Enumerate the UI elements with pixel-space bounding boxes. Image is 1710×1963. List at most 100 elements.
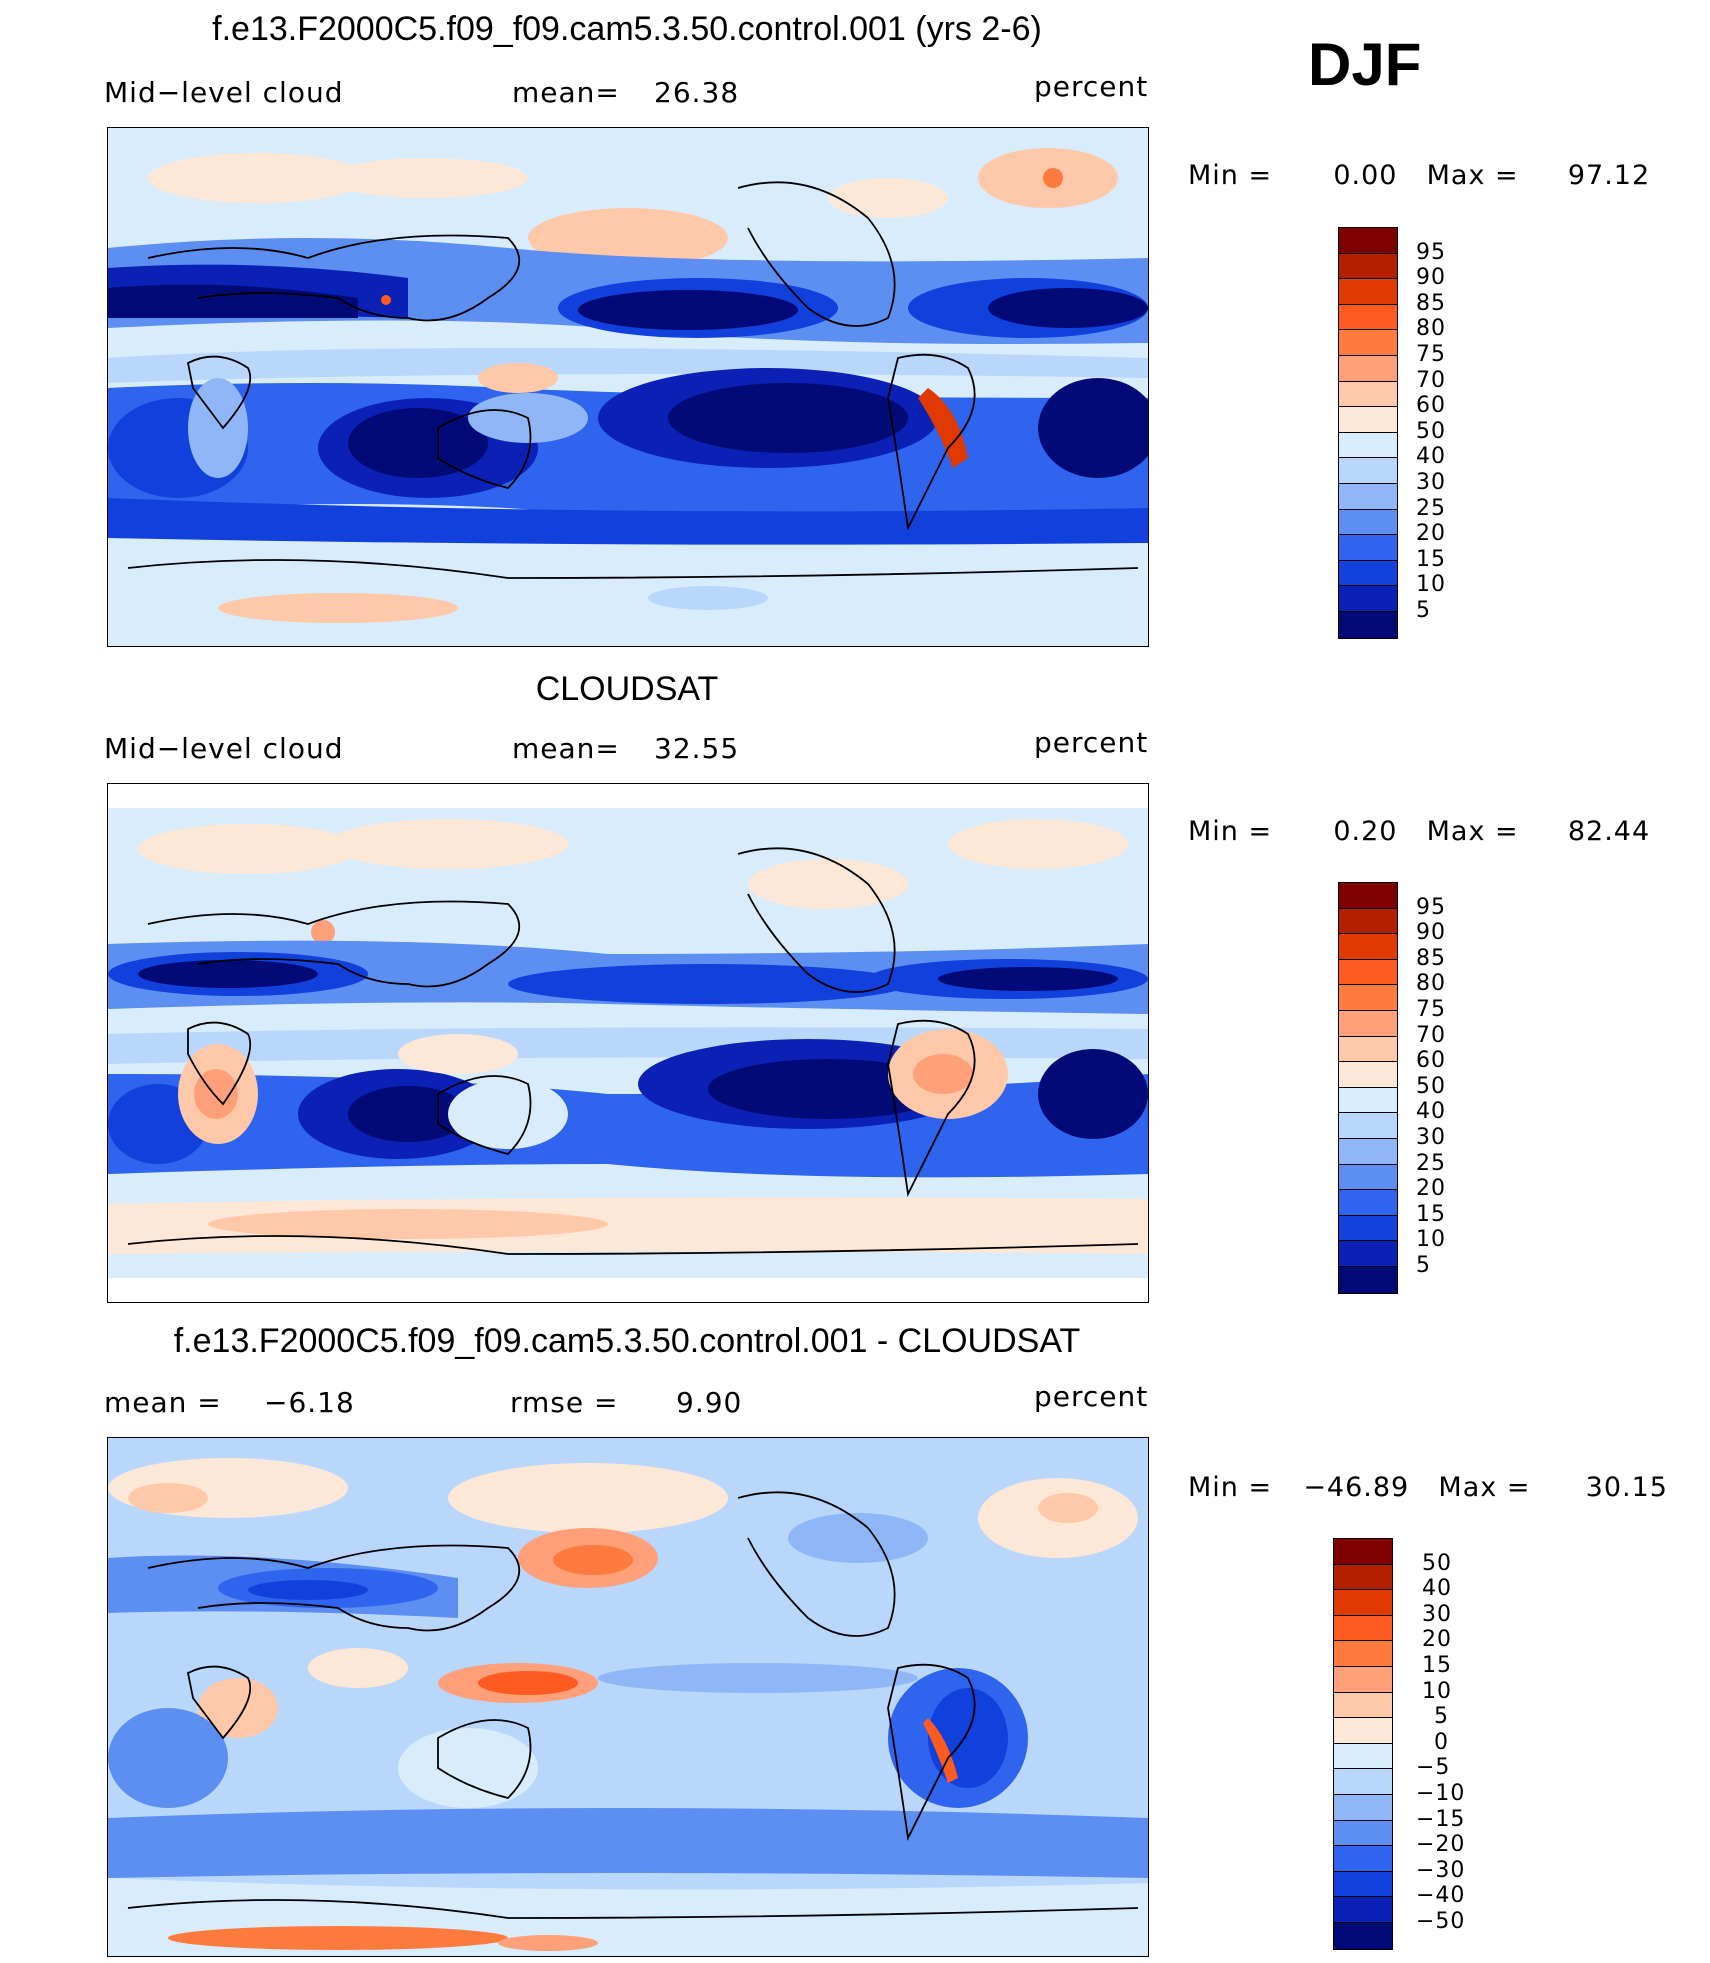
panel-3-min-label: Min = <box>1188 1472 1273 1503</box>
colorbar-tick-label: −5 <box>1416 1755 1451 1781</box>
colorbar-cell <box>1334 1564 1392 1591</box>
colorbar-tick-label: 10 <box>1416 1227 1446 1253</box>
colorbar-cell <box>1339 279 1397 305</box>
colorbar-tick-label: 50 <box>1416 1073 1446 1099</box>
panel-2-map <box>107 783 1149 1303</box>
colorbar-cell <box>1334 1692 1392 1719</box>
colorbar-tick-label: −50 <box>1416 1909 1466 1934</box>
colorbar-tick-label: 50 <box>1416 418 1446 444</box>
panel-2-max-label: Max = <box>1426 816 1519 847</box>
colorbar-tick-label: 30 <box>1422 1601 1452 1627</box>
panel-1-variable-label: Mid−level cloud <box>104 76 344 109</box>
panel-1-min-label: Min = <box>1188 160 1273 191</box>
colorbar-cell <box>1339 355 1397 382</box>
colorbar-tick-label: 70 <box>1416 1022 1446 1048</box>
panel-3-colorbar <box>1333 1538 1393 1950</box>
colorbar-tick-label: 95 <box>1416 239 1446 265</box>
panel-2-minmax: Min = 0.20 Max = 82.44 <box>1188 816 1650 847</box>
colorbar-cell <box>1334 1615 1392 1642</box>
panel-2-colorbar <box>1338 882 1398 1294</box>
panel-2-title: CLOUDSAT <box>535 670 719 708</box>
colorbar-tick-label: 40 <box>1416 444 1446 470</box>
colorbar-tick-label: 90 <box>1416 265 1446 291</box>
colorbar-cell <box>1339 611 1397 638</box>
panel-3-mean-label: mean = <box>104 1386 222 1419</box>
colorbar-cell <box>1339 1138 1397 1165</box>
panel-1-min-value: 0.00 <box>1333 160 1398 191</box>
colorbar-cell <box>1339 959 1397 986</box>
panel-2-mean-label: mean= <box>512 732 620 765</box>
colorbar-cell <box>1334 1922 1392 1949</box>
panel-1-title: f.e13.F2000C5.f09_f09.cam5.3.50.control.… <box>212 10 1042 48</box>
colorbar-cell <box>1339 934 1397 960</box>
colorbar-tick-label: −20 <box>1416 1832 1466 1858</box>
colorbar-tick-label: 75 <box>1416 342 1446 367</box>
colorbar-cell <box>1339 586 1397 612</box>
colorbar-cell <box>1334 1846 1392 1872</box>
colorbar-tick-label: 25 <box>1416 495 1446 521</box>
colorbar-cell <box>1339 458 1397 484</box>
colorbar-cell <box>1339 304 1397 331</box>
colorbar-tick-label: −10 <box>1416 1781 1466 1806</box>
colorbar-tick-label: 85 <box>1416 945 1446 971</box>
colorbar-tick-label: 85 <box>1416 290 1446 316</box>
panel-3-unit-label: percent <box>1034 1380 1149 1413</box>
colorbar-cell <box>1339 883 1397 909</box>
colorbar-cell <box>1339 509 1397 536</box>
colorbar-tick-label: 20 <box>1422 1627 1452 1653</box>
colorbar-cell <box>1334 1871 1392 1898</box>
colorbar-cell <box>1339 1266 1397 1293</box>
panel-2-min-value: 0.20 <box>1333 816 1398 847</box>
colorbar-tick-label: 40 <box>1422 1576 1452 1602</box>
panel-3-mean-value: −6.18 <box>264 1386 355 1419</box>
colorbar-cell <box>1339 381 1397 408</box>
panel-1-mean-label: mean= <box>512 76 620 109</box>
colorbar-cell <box>1339 908 1397 935</box>
colorbar-tick-label: 60 <box>1416 393 1446 419</box>
colorbar-tick-label: 15 <box>1416 546 1446 572</box>
colorbar-tick-label: 80 <box>1416 316 1446 342</box>
panel-2-mean-value: 32.55 <box>654 732 740 765</box>
colorbar-cell <box>1339 1113 1397 1139</box>
colorbar-cell <box>1339 253 1397 280</box>
panel-1-mean-value: 26.38 <box>654 76 740 109</box>
colorbar-cell <box>1339 1036 1397 1063</box>
colorbar-cell <box>1334 1769 1392 1795</box>
panel-3-max-label: Max = <box>1438 1472 1531 1503</box>
panel-2-max-value: 82.44 <box>1567 816 1651 847</box>
colorbar-cell <box>1334 1794 1392 1821</box>
colorbar-tick-label: 50 <box>1422 1550 1452 1576</box>
colorbar-cell <box>1339 407 1397 433</box>
season-label: DJF <box>1308 31 1422 98</box>
colorbar-cell <box>1339 1215 1397 1242</box>
colorbar-cell <box>1339 1062 1397 1088</box>
colorbar-tick-label: 30 <box>1416 470 1446 495</box>
panel-1-max-value: 97.12 <box>1567 160 1651 191</box>
colorbar-cell <box>1339 432 1397 459</box>
colorbar-tick-label: 5 <box>1416 598 1431 623</box>
panel-1-unit-label: percent <box>1034 70 1149 103</box>
colorbar-tick-label: 75 <box>1416 997 1446 1022</box>
colorbar-tick-label: 0 <box>1434 1729 1449 1755</box>
colorbar-tick-label: 30 <box>1416 1125 1446 1150</box>
colorbar-tick-label: 20 <box>1416 521 1446 547</box>
colorbar-tick-label: −40 <box>1416 1883 1466 1909</box>
panel-1-map <box>107 127 1149 647</box>
colorbar-cell <box>1339 1241 1397 1267</box>
colorbar-cell <box>1334 1641 1392 1667</box>
colorbar-tick-label: 70 <box>1416 367 1446 393</box>
colorbar-cell <box>1334 1743 1392 1770</box>
colorbar-tick-label: 5 <box>1434 1704 1449 1730</box>
panel-1-minmax: Min = 0.00 Max = 97.12 <box>1188 160 1650 191</box>
colorbar-tick-label: 80 <box>1416 971 1446 997</box>
panel-3-rmse-value: 9.90 <box>676 1386 743 1419</box>
colorbar-tick-label: 15 <box>1416 1201 1446 1227</box>
colorbar-cell <box>1334 1539 1392 1565</box>
colorbar-cell <box>1334 1820 1392 1847</box>
colorbar-cell <box>1334 1897 1392 1923</box>
colorbar-cell <box>1334 1666 1392 1693</box>
colorbar-tick-label: 10 <box>1416 572 1446 598</box>
colorbar-cell <box>1339 535 1397 561</box>
colorbar-tick-label: 25 <box>1416 1150 1446 1176</box>
colorbar-tick-label: 20 <box>1416 1176 1446 1202</box>
